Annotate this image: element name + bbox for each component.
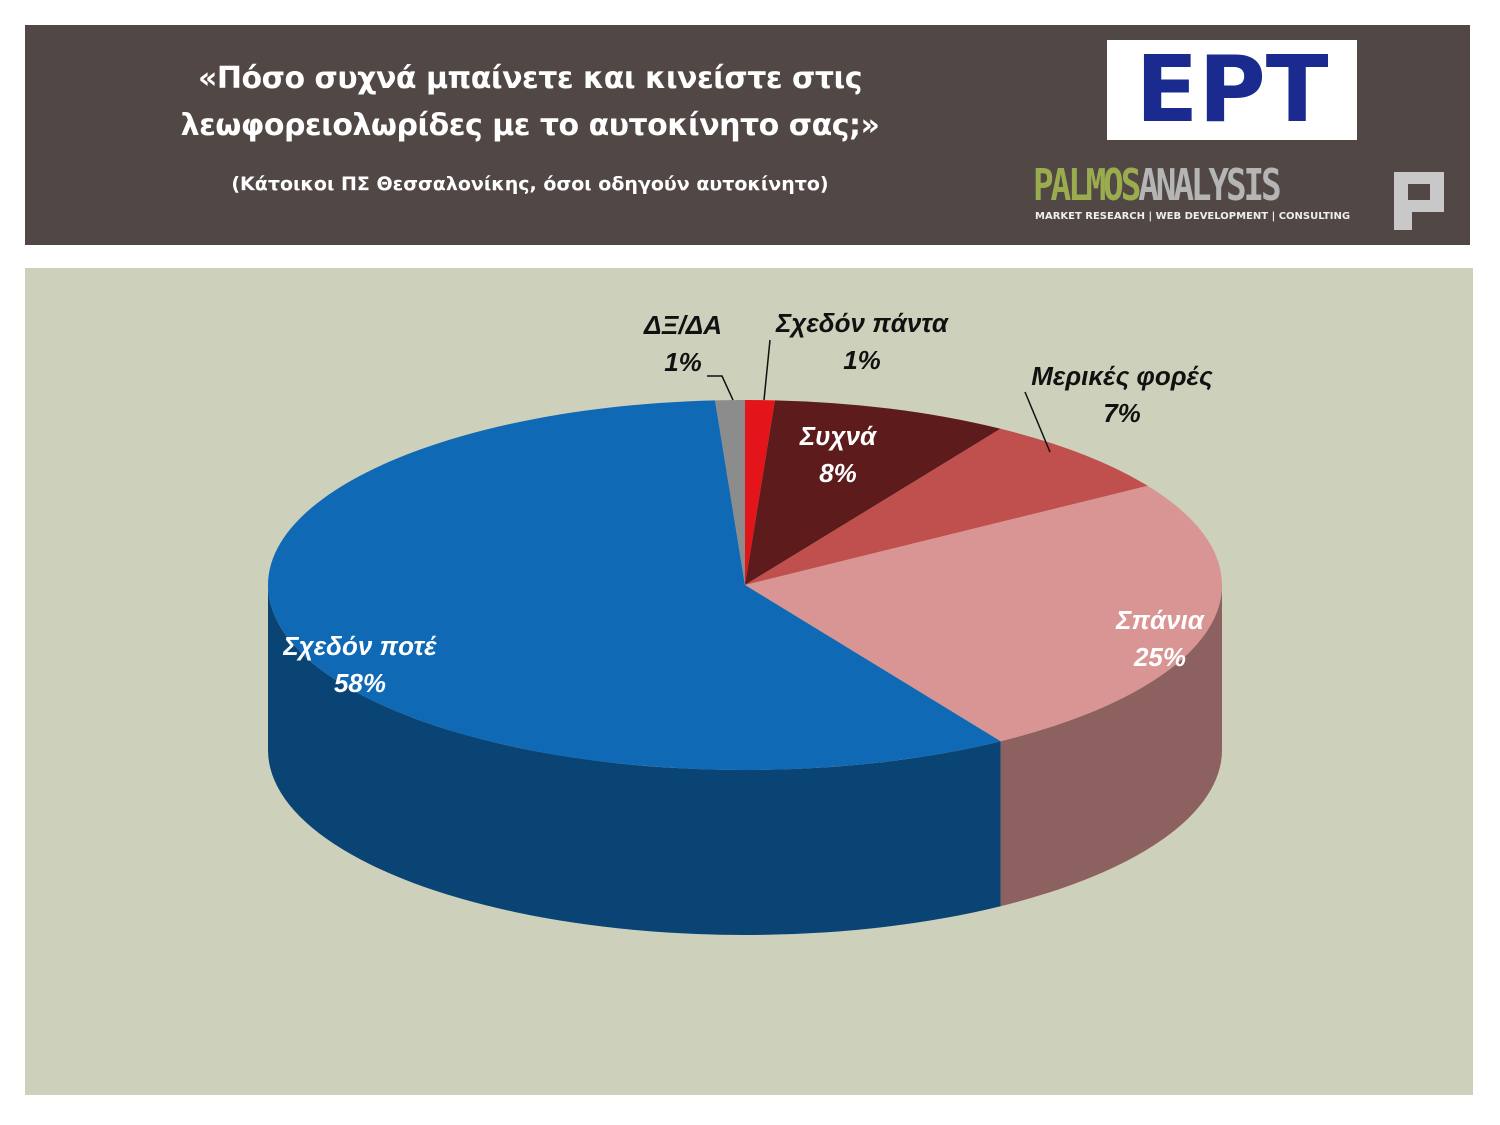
slice xyxy=(745,400,775,585)
value-label: 1% xyxy=(843,345,881,375)
slice-label: Συχνά xyxy=(799,421,878,451)
slice xyxy=(745,400,1001,585)
chart-title: «Πόσο συχνά μπαίνετε και κινείστε στις λ… xyxy=(180,61,880,143)
value-label: 8% xyxy=(819,458,857,488)
slice xyxy=(268,400,1001,770)
slice xyxy=(745,428,1148,585)
value-label: 1% xyxy=(664,347,702,377)
slice-label: Μερικές φορές xyxy=(1031,361,1213,391)
slice-label: Σχεδόν ποτέ xyxy=(282,631,437,661)
value-label: 58% xyxy=(334,668,386,698)
slice-side xyxy=(1000,585,1222,907)
ert-logo: ΕΡΤ xyxy=(1107,40,1357,140)
leader-line xyxy=(1024,391,1051,453)
slice-label: ΔΞ/ΔΑ xyxy=(643,310,722,340)
logo-mark xyxy=(1394,172,1444,230)
slice xyxy=(745,485,1222,742)
palmos-logo: PALMOSANALYSIS xyxy=(1033,160,1282,211)
value-label: 7% xyxy=(1103,398,1141,428)
value-label: 25% xyxy=(1133,642,1186,672)
slice-side xyxy=(268,585,1001,935)
logo-text: PALMOS xyxy=(1033,160,1141,211)
leader-line xyxy=(763,339,771,401)
chart-subtitle: (Κάτοικοι ΠΣ Θεσσαλονίκης, όσοι οδηγούν … xyxy=(231,173,829,195)
leader-line xyxy=(707,375,734,401)
slice-label: Σχεδόν πάντα xyxy=(775,308,950,338)
slice-label: Σπάνια xyxy=(1115,605,1206,635)
logo-text: ANALYSIS xyxy=(1138,160,1281,211)
logo-tagline: MARKET RESEARCH | WEB DEVELOPMENT | CONS… xyxy=(1035,211,1351,222)
slice xyxy=(715,400,745,585)
